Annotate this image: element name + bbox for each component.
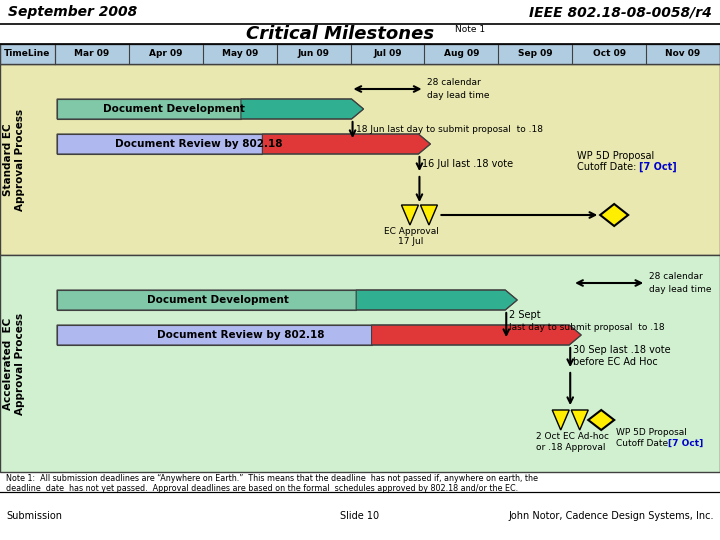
Text: Standard EC
Approval Process: Standard EC Approval Process <box>3 109 24 211</box>
Text: Mar 09: Mar 09 <box>74 50 109 58</box>
Text: 2 Sept: 2 Sept <box>509 310 541 320</box>
Text: Aug 09: Aug 09 <box>444 50 479 58</box>
FancyBboxPatch shape <box>0 255 720 472</box>
Polygon shape <box>588 410 614 430</box>
Text: Cutoff Date:: Cutoff Date: <box>577 162 640 172</box>
Text: [7 Oct]: [7 Oct] <box>668 439 703 448</box>
Text: Document Review by 802.18: Document Review by 802.18 <box>157 330 324 340</box>
Text: Document Review by 802.18: Document Review by 802.18 <box>115 139 283 149</box>
Text: Slide 10: Slide 10 <box>341 511 379 521</box>
Text: Critical Milestones: Critical Milestones <box>246 25 434 43</box>
Text: Document Development: Document Development <box>147 295 289 305</box>
Text: WP 5D Proposal: WP 5D Proposal <box>616 428 687 437</box>
Text: Document Development: Document Development <box>102 104 244 114</box>
Text: Jun 09: Jun 09 <box>297 50 330 58</box>
Text: May 09: May 09 <box>222 50 258 58</box>
Text: day lead time: day lead time <box>649 285 711 294</box>
Polygon shape <box>600 204 628 226</box>
Text: or .18 Approval: or .18 Approval <box>536 443 606 452</box>
Text: last day to submit proposal  to .18: last day to submit proposal to .18 <box>509 322 665 332</box>
Polygon shape <box>57 99 241 119</box>
Text: 28 calendar: 28 calendar <box>649 272 703 281</box>
FancyBboxPatch shape <box>0 64 720 255</box>
Text: Jul 09: Jul 09 <box>373 50 402 58</box>
Text: before EC Ad Hoc: before EC Ad Hoc <box>573 357 658 367</box>
Polygon shape <box>57 134 262 154</box>
Text: Note 1: Note 1 <box>455 24 485 33</box>
Text: Nov 09: Nov 09 <box>665 50 701 58</box>
Text: 2 Oct EC Ad-hoc: 2 Oct EC Ad-hoc <box>536 432 609 441</box>
Text: Cutoff Date:: Cutoff Date: <box>616 439 674 448</box>
Text: WP 5D Proposal: WP 5D Proposal <box>577 151 654 161</box>
Polygon shape <box>571 410 588 430</box>
Text: John Notor, Cadence Design Systems, Inc.: John Notor, Cadence Design Systems, Inc. <box>508 511 714 521</box>
Text: Apr 09: Apr 09 <box>149 50 183 58</box>
Polygon shape <box>372 325 581 345</box>
Text: IEEE 802.18-08-0058/r4: IEEE 802.18-08-0058/r4 <box>529 5 712 19</box>
Text: September 2008: September 2008 <box>8 5 138 19</box>
Polygon shape <box>57 325 372 345</box>
Text: Accelerated  EC
Approval Process: Accelerated EC Approval Process <box>3 313 24 415</box>
Text: Sep 09: Sep 09 <box>518 50 552 58</box>
Text: EC Approval: EC Approval <box>384 227 438 236</box>
Text: 16 Jul last .18 vote: 16 Jul last .18 vote <box>423 159 513 169</box>
Polygon shape <box>57 290 356 310</box>
Polygon shape <box>262 134 431 154</box>
Text: 18 Jun last day to submit proposal  to .18: 18 Jun last day to submit proposal to .1… <box>356 125 543 134</box>
Text: Oct 09: Oct 09 <box>593 50 626 58</box>
Text: day lead time: day lead time <box>428 91 490 100</box>
Text: TimeLine: TimeLine <box>4 50 50 58</box>
Polygon shape <box>420 205 438 225</box>
FancyBboxPatch shape <box>0 44 720 64</box>
Text: 17 Jul: 17 Jul <box>398 237 423 246</box>
Text: 30 Sep last .18 vote: 30 Sep last .18 vote <box>573 345 671 355</box>
Text: 28 calendar: 28 calendar <box>428 78 481 87</box>
Polygon shape <box>402 205 418 225</box>
Polygon shape <box>356 290 517 310</box>
Text: [7 Oct]: [7 Oct] <box>639 162 677 172</box>
Text: Note 1:  All submission deadlines are “Anywhere on Earth.”  This means that the : Note 1: All submission deadlines are “An… <box>6 474 538 494</box>
Polygon shape <box>552 410 570 430</box>
Polygon shape <box>241 99 364 119</box>
Text: Submission: Submission <box>6 511 62 521</box>
